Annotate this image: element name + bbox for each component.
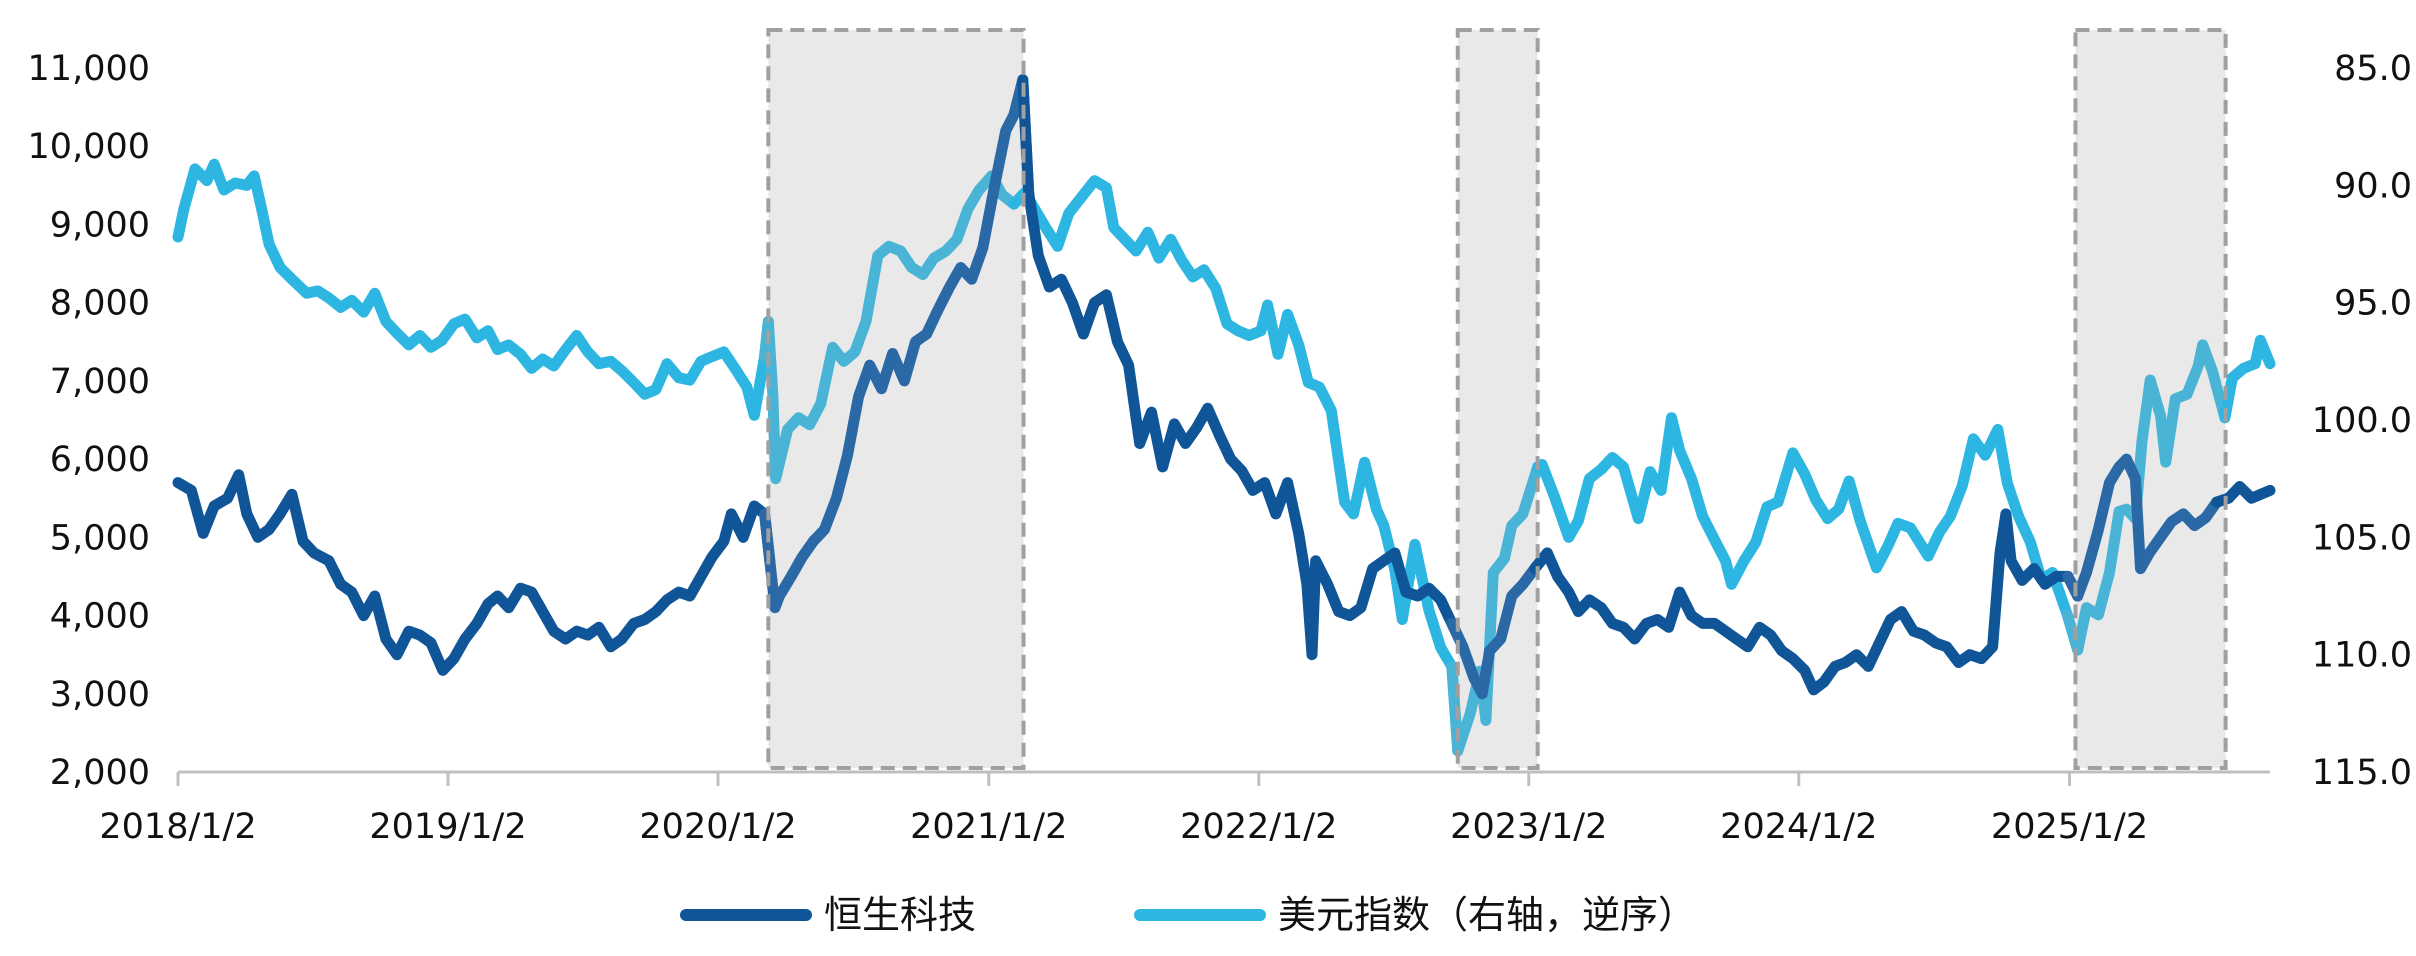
series-0-segment-1	[759, 74, 1035, 614]
shaded-periods	[768, 30, 2226, 768]
y-right-tick-label-5: 110.0	[2312, 636, 2412, 676]
y-left-tick-label-0: 2,000	[50, 753, 150, 793]
x-tick-label-5: 2023/1/2	[1450, 807, 1607, 847]
x-tick-label-3: 2021/1/2	[910, 807, 1067, 847]
shaded-period-borders	[766, 28, 2228, 770]
axes: 2018/1/2 2019/1/2 2020/1/2 2021/1/2 2022/1/2…	[28, 49, 2412, 847]
legend-label-0: 恒生科技	[824, 893, 976, 937]
series-1-segment-4	[1532, 412, 2084, 656]
series-0-segment-2	[1017, 74, 1469, 661]
legend-label-1: 美元指数（右轴，逆序）	[1278, 893, 1696, 937]
series-1-segment-0	[172, 158, 774, 421]
shaded-period-border-0	[766, 28, 1026, 770]
y-right-tick-label-2: 95.0	[2334, 284, 2412, 324]
x-tick-label-1: 2019/1/2	[369, 807, 526, 847]
y-left-tick-label-8: 10,000	[28, 127, 150, 167]
y-right-tick-label-3: 100.0	[2312, 401, 2412, 441]
y-left-tick-label-9: 11,000	[28, 49, 150, 89]
shaded-period-border-1	[1455, 28, 1540, 770]
y-right-tick-label-0: 85.0	[2334, 49, 2412, 89]
x-tick-label-2: 2020/1/2	[639, 807, 796, 847]
x-tick-label-4: 2022/1/2	[1180, 807, 1337, 847]
y-right-tick-label-6: 115.0	[2312, 753, 2412, 793]
series-0-segment-3	[1446, 547, 1553, 700]
series-1-segment-1	[759, 170, 1031, 485]
series-0-segment-4	[1529, 508, 2084, 696]
y-left-tick-label-7: 9,000	[50, 205, 150, 245]
series-1-segment-6	[2219, 334, 2276, 424]
y-right-tick-label-4: 105.0	[2312, 518, 2412, 558]
y-left-tick-label-4: 6,000	[50, 440, 150, 480]
legend: 恒生科技 美元指数（右轴，逆序）	[680, 893, 1696, 937]
shaded-period-0	[768, 30, 1024, 768]
y-left-tick-label-3: 5,000	[50, 518, 150, 558]
x-tick-label-6: 2024/1/2	[1720, 807, 1877, 847]
y-right-tick-label-1: 90.0	[2334, 166, 2412, 206]
series-1-segment-3	[1446, 459, 1548, 757]
series-1-segment-5	[2061, 339, 2238, 656]
x-tick-label-0: 2018/1/2	[99, 807, 256, 847]
y-left-tick-label-1: 3,000	[50, 675, 150, 715]
series-lines	[172, 74, 2276, 757]
y-left-tick-label-6: 8,000	[50, 284, 150, 324]
series-0-segment-5	[2062, 453, 2235, 602]
y-left-tick-label-5: 7,000	[50, 362, 150, 402]
shaded-period-border-2	[2073, 28, 2228, 770]
series-1-line	[172, 158, 2276, 757]
series-0-line	[172, 74, 2276, 700]
series-1-segment-2	[1008, 175, 1464, 757]
x-tick-label-7: 2025/1/2	[1991, 807, 2148, 847]
y-left-tick-label-2: 4,000	[50, 597, 150, 637]
series-0-segment-0	[172, 469, 776, 676]
